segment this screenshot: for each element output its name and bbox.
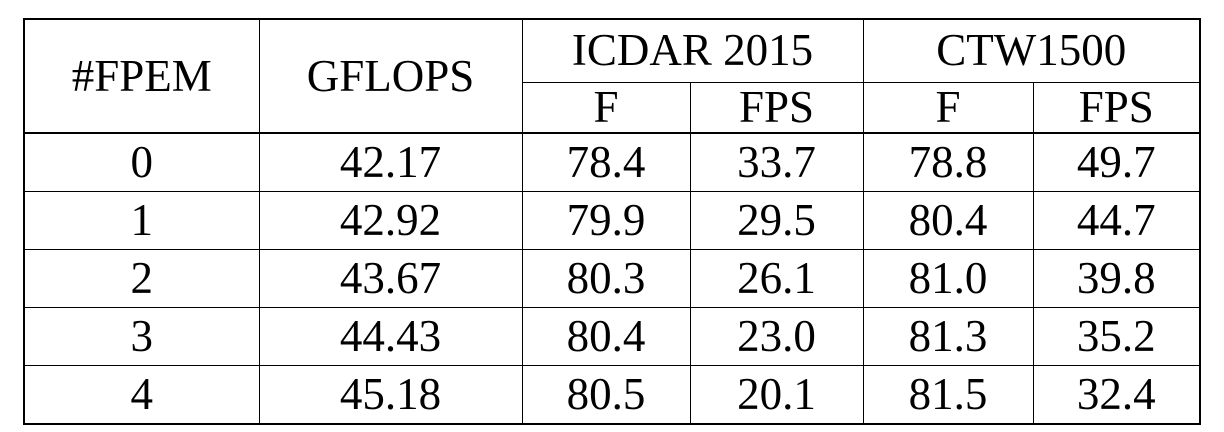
cell-icdar-fps: 29.5 [689, 190, 864, 250]
cell-fpem: 1 [23, 190, 260, 250]
cell-gflops: 42.92 [258, 190, 523, 250]
cell-ctw-fps: 49.7 [1032, 132, 1201, 192]
cell-fpem: 0 [23, 132, 260, 192]
table-row: 3 44.43 80.4 23.0 81.3 35.2 [23, 307, 1201, 367]
cell-ctw-f: 81.3 [862, 307, 1034, 367]
cell-icdar-f: 80.4 [521, 307, 691, 367]
header-icdar-fps: FPS [689, 81, 864, 134]
cell-gflops: 42.17 [258, 132, 523, 192]
cell-ctw-f: 81.0 [862, 248, 1034, 309]
cell-gflops: 45.18 [258, 365, 523, 425]
cell-ctw-fps: 35.2 [1032, 307, 1201, 367]
cell-icdar-f: 79.9 [521, 190, 691, 250]
cell-icdar-f: 80.5 [521, 365, 691, 425]
header-row-top: #FPEM GFLOPS ICDAR 2015 CTW1500 [23, 18, 1201, 134]
table-row: 4 45.18 80.5 20.1 81.5 32.4 [23, 365, 1201, 425]
header-gflops: GFLOPS [258, 18, 523, 134]
cell-ctw-fps: 32.4 [1032, 365, 1201, 425]
cell-fpem: 2 [23, 248, 260, 309]
header-ctw-f: F [862, 81, 1034, 134]
cell-ctw-f: 81.5 [862, 365, 1034, 425]
cell-icdar-fps: 23.0 [689, 307, 864, 367]
cell-ctw-f: 80.4 [862, 190, 1034, 250]
cell-ctw-fps: 39.8 [1032, 248, 1201, 309]
header-icdar-2015: ICDAR 2015 [521, 18, 864, 83]
cell-ctw-f: 78.8 [862, 132, 1034, 192]
cell-icdar-fps: 33.7 [689, 132, 864, 192]
header-row-sub: F FPS F FPS [24, 81, 1201, 134]
cell-fpem: 4 [23, 365, 260, 425]
cell-ctw-fps: 44.7 [1032, 190, 1201, 250]
cell-fpem: 3 [23, 307, 260, 367]
header-ctw1500: CTW1500 [862, 18, 1201, 83]
cell-icdar-f: 80.3 [521, 248, 691, 309]
table-row: 0 42.17 78.4 33.7 78.8 49.7 [23, 132, 1201, 192]
header-icdar-f: F [521, 81, 691, 134]
cell-icdar-f: 78.4 [521, 132, 691, 192]
cell-icdar-fps: 20.1 [689, 365, 864, 425]
cell-gflops: 44.43 [258, 307, 523, 367]
results-table: #FPEM GFLOPS ICDAR 2015 CTW1500 F FPS F … [23, 18, 1202, 425]
table-row: 1 42.92 79.9 29.5 80.4 44.7 [23, 190, 1201, 250]
cell-icdar-fps: 26.1 [689, 248, 864, 309]
header-fpem: #FPEM [23, 18, 260, 134]
header-ctw-fps: FPS [1032, 81, 1201, 134]
cell-gflops: 43.67 [258, 248, 523, 309]
table-row: 2 43.67 80.3 26.1 81.0 39.8 [23, 248, 1201, 309]
